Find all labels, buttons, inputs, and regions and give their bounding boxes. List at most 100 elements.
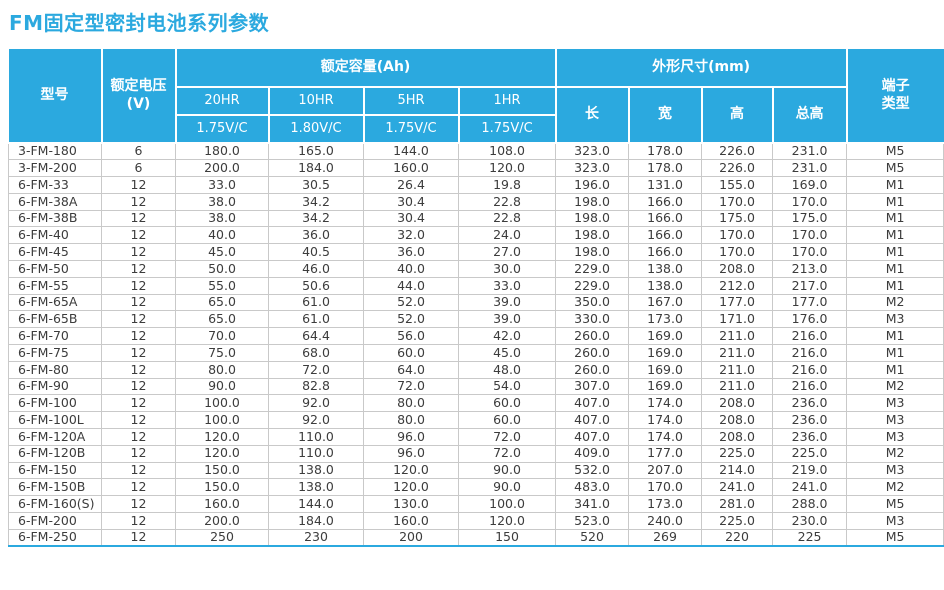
terminal-type-cell: M1 xyxy=(846,276,944,295)
length-cell: 323.0 xyxy=(555,159,630,178)
voltage-cell: 12 xyxy=(101,360,176,379)
height-cell: 155.0 xyxy=(701,176,774,194)
total-height-cell: 170.0 xyxy=(772,226,848,245)
table-row: 3-FM-180 6 180.0 165.0 144.0 108.0 323.0 178.0 2… xyxy=(8,142,944,161)
height-cell: 214.0 xyxy=(701,461,774,480)
total-height-cell: 170.0 xyxy=(772,243,848,262)
table-row: 6-FM-50 12 50.0 46.0 40.0 30.0 229.0 138.0 208.0… xyxy=(8,260,944,278)
capacity-10hr-cell: 68.0 xyxy=(268,344,364,362)
capacity-5hr-cell: 64.0 xyxy=(363,360,459,379)
height-cell: 170.0 xyxy=(701,243,774,262)
width-cell: 269 xyxy=(628,528,703,548)
capacity-1hr-cell: 39.0 xyxy=(457,293,557,312)
length-cell: 483.0 xyxy=(555,478,630,497)
width-cell: 207.0 xyxy=(628,461,703,480)
model-cell: 6-FM-100 xyxy=(8,394,102,413)
capacity-5hr-cell: 40.0 xyxy=(363,260,459,278)
capacity-10hr-cell: 144.0 xyxy=(268,495,364,514)
page-title: FM固定型密封电池系列参数 xyxy=(9,11,270,35)
length-cell: 260.0 xyxy=(555,344,630,362)
capacity-20hr-cell: 40.0 xyxy=(175,226,269,245)
col-header-total-height: 总高 xyxy=(771,86,848,144)
length-cell: 198.0 xyxy=(555,243,630,262)
capacity-1hr-cell: 48.0 xyxy=(457,360,557,379)
col-header-20hr: 20HR xyxy=(174,86,270,116)
table-row: 6-FM-75 12 75.0 68.0 60.0 45.0 260.0 169.0 211.0… xyxy=(8,344,944,362)
model-cell: 6-FM-120B xyxy=(8,444,102,463)
capacity-1hr-cell: 60.0 xyxy=(457,411,557,430)
capacity-1hr-cell: 22.8 xyxy=(457,209,557,228)
table-row: 6-FM-38A 12 38.0 34.2 30.4 22.8 198.0 166.0 170.… xyxy=(8,192,944,211)
voltage-cell: 12 xyxy=(101,226,176,245)
voltage-cell: 12 xyxy=(101,428,176,446)
capacity-10hr-cell: 30.5 xyxy=(268,176,364,194)
voltage-cell: 12 xyxy=(101,260,176,278)
width-cell: 169.0 xyxy=(628,360,703,379)
model-cell: 3-FM-180 xyxy=(8,142,102,161)
model-cell: 6-FM-200 xyxy=(8,512,102,530)
capacity-20hr-cell: 100.0 xyxy=(175,394,269,413)
width-cell: 174.0 xyxy=(628,428,703,446)
width-cell: 138.0 xyxy=(628,276,703,295)
length-cell: 198.0 xyxy=(555,209,630,228)
terminal-type-cell: M1 xyxy=(846,260,944,278)
terminal-type-cell: M3 xyxy=(846,428,944,446)
total-height-cell: 216.0 xyxy=(772,344,848,362)
length-cell: 196.0 xyxy=(555,176,630,194)
capacity-20hr-cell: 160.0 xyxy=(175,495,269,514)
height-cell: 171.0 xyxy=(701,310,774,329)
capacity-10hr-cell: 72.0 xyxy=(268,360,364,379)
model-cell: 6-FM-65B xyxy=(8,310,102,329)
capacity-1hr-cell: 90.0 xyxy=(457,461,557,480)
width-cell: 178.0 xyxy=(628,159,703,178)
total-height-cell: 236.0 xyxy=(772,428,848,446)
capacity-5hr-cell: 52.0 xyxy=(363,293,459,312)
page: FM固定型密封电池系列参数 型号 额定电压 (V) 额定容量(Ah) 外形尺寸(… xyxy=(0,7,944,548)
voltage-cell: 12 xyxy=(101,461,176,480)
height-cell: 211.0 xyxy=(701,344,774,362)
col-header-height: 高 xyxy=(700,86,774,144)
total-height-cell: 231.0 xyxy=(772,159,848,178)
height-cell: 208.0 xyxy=(701,428,774,446)
width-cell: 169.0 xyxy=(628,377,703,396)
capacity-10hr-cell: 50.6 xyxy=(268,276,364,295)
capacity-1hr-cell: 54.0 xyxy=(457,377,557,396)
terminal-type-cell: M1 xyxy=(846,243,944,262)
capacity-1hr-cell: 19.8 xyxy=(457,176,557,194)
col-header-10hr-cutoff: 1.80V/C xyxy=(267,114,365,144)
col-header-10hr: 10HR xyxy=(267,86,365,116)
capacity-5hr-cell: 96.0 xyxy=(363,444,459,463)
width-cell: 178.0 xyxy=(628,142,703,161)
width-cell: 166.0 xyxy=(628,192,703,211)
model-cell: 6-FM-100L xyxy=(8,411,102,430)
terminal-type-cell: M3 xyxy=(846,310,944,329)
capacity-10hr-cell: 61.0 xyxy=(268,310,364,329)
capacity-5hr-cell: 56.0 xyxy=(363,327,459,346)
length-cell: 350.0 xyxy=(555,293,630,312)
length-cell: 341.0 xyxy=(555,495,630,514)
height-cell: 170.0 xyxy=(701,192,774,211)
terminal-type-cell: M1 xyxy=(846,344,944,362)
capacity-20hr-cell: 90.0 xyxy=(175,377,269,396)
col-header-20hr-cutoff: 1.75V/C xyxy=(174,114,270,144)
capacity-10hr-cell: 82.8 xyxy=(268,377,364,396)
model-cell: 6-FM-45 xyxy=(8,243,102,262)
length-cell: 198.0 xyxy=(555,192,630,211)
capacity-5hr-cell: 160.0 xyxy=(363,159,459,178)
capacity-20hr-cell: 45.0 xyxy=(175,243,269,262)
height-cell: 225.0 xyxy=(701,512,774,530)
table-row: 6-FM-100L 12 100.0 92.0 80.0 60.0 407.0 174.0 20… xyxy=(8,411,944,430)
capacity-10hr-cell: 165.0 xyxy=(268,142,364,161)
capacity-5hr-cell: 200 xyxy=(363,528,459,548)
col-header-width: 宽 xyxy=(627,86,703,144)
terminal-type-cell: M5 xyxy=(846,142,944,161)
table-row: 3-FM-200 6 200.0 184.0 160.0 120.0 323.0 178.0 2… xyxy=(8,159,944,178)
capacity-5hr-cell: 130.0 xyxy=(363,495,459,514)
col-header-terminal-type: 端子 类型 xyxy=(845,49,944,144)
model-cell: 6-FM-50 xyxy=(8,260,102,278)
table-body: 3-FM-180 6 180.0 165.0 144.0 108.0 323.0 178.0 2… xyxy=(8,142,944,548)
length-cell: 407.0 xyxy=(555,394,630,413)
capacity-10hr-cell: 34.2 xyxy=(268,209,364,228)
capacity-1hr-cell: 42.0 xyxy=(457,327,557,346)
capacity-5hr-cell: 96.0 xyxy=(363,428,459,446)
